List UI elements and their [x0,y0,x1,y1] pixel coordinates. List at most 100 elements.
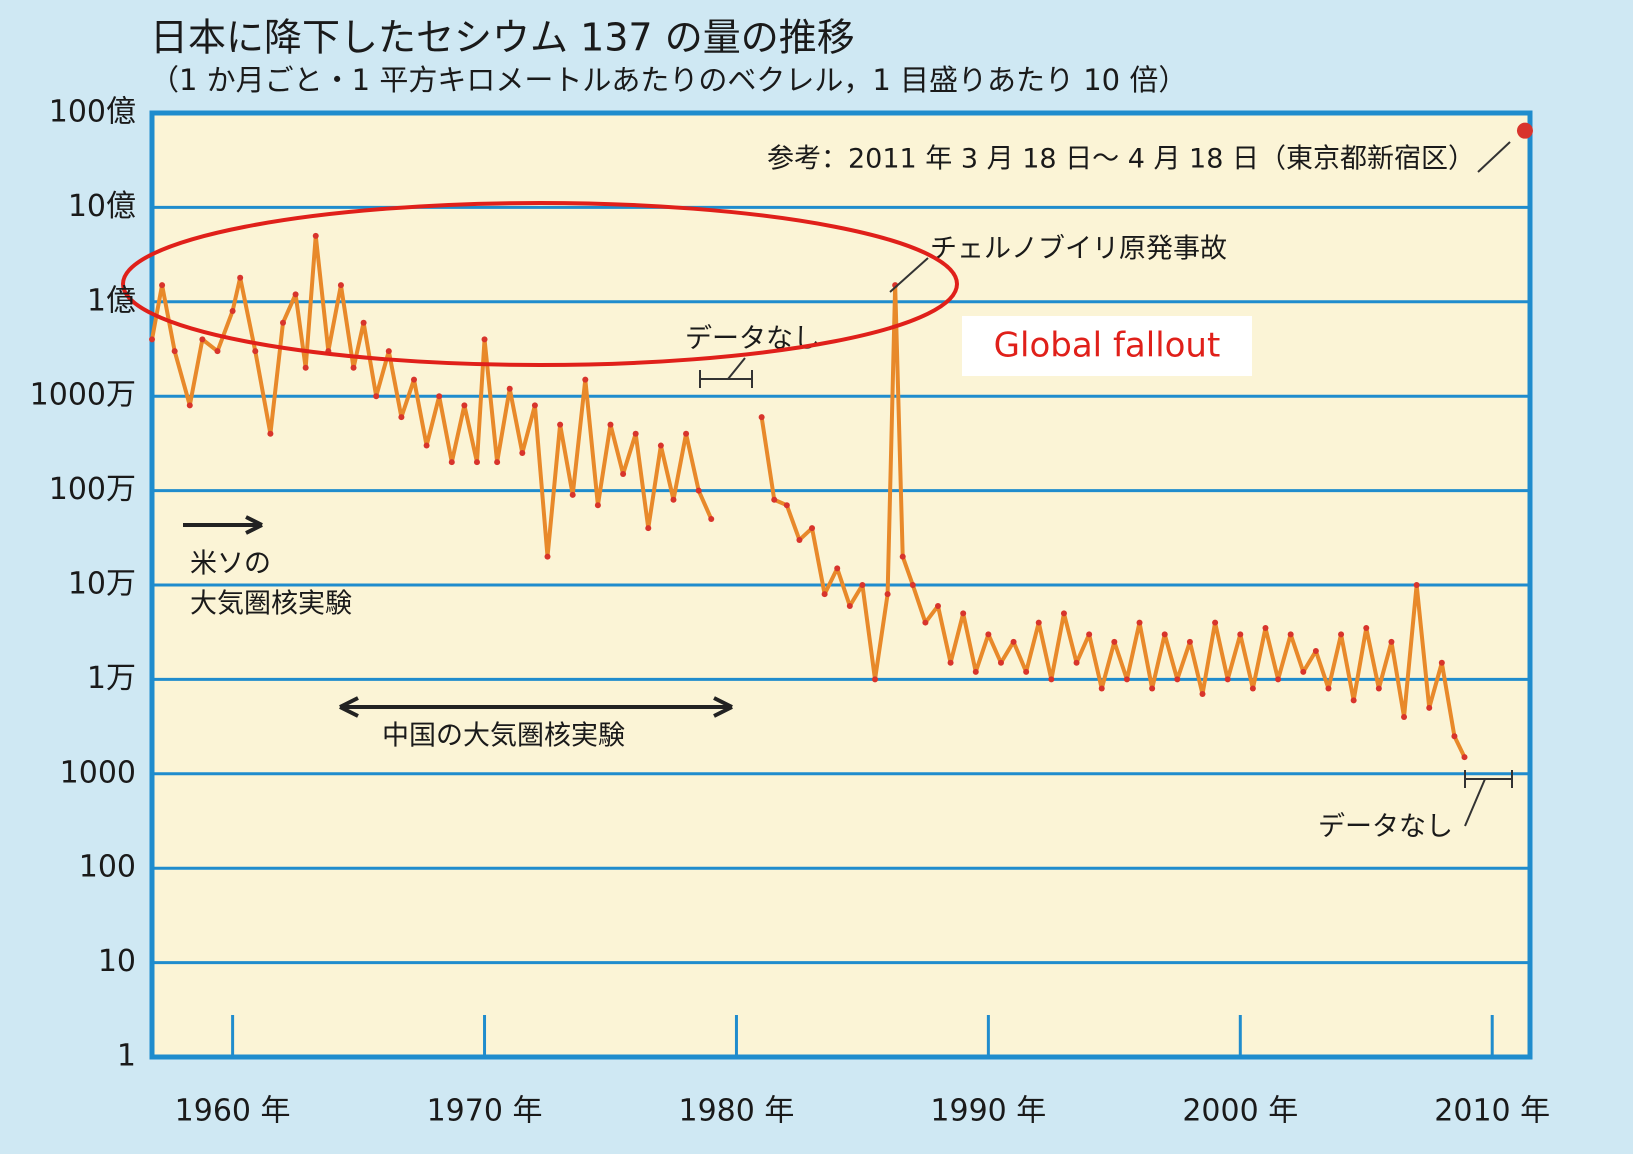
data-point [620,470,627,477]
data-point [337,282,344,289]
data-point [1275,676,1282,683]
annotation: 大気圏核実験 [190,589,352,620]
data-point [821,591,828,598]
x-tick-label: 2000 年 [1182,1094,1298,1129]
data-point [350,364,357,371]
label-box [962,316,1252,376]
annotation: データなし [1318,812,1453,843]
arrow [339,696,733,718]
x-tick-label: 1960 年 [175,1094,291,1129]
data-point [899,553,906,560]
data-point [1249,685,1256,692]
data-point [1237,631,1244,638]
data-point [1300,668,1307,675]
data-point [544,553,551,560]
data-point [758,414,765,421]
data-point [385,348,392,355]
y-tick-label: 1000 [60,755,136,790]
data-point [1174,676,1181,683]
data-point [947,659,954,666]
x-tick-label: 1990 年 [930,1094,1046,1129]
data-point [481,336,488,343]
y-tick-label: 10万 [68,567,136,602]
data-point [1413,582,1420,588]
data-point [199,336,206,343]
data-point [960,610,967,617]
data-point [1451,733,1458,740]
data-point [149,336,155,343]
data-point [771,496,778,503]
data-point [1287,631,1294,638]
data-point [279,319,286,326]
data-point [1388,638,1395,645]
data-point [214,348,221,355]
data-point [909,582,916,588]
marks [149,232,1468,761]
data-point [997,659,1004,666]
data-point [531,402,538,409]
data-point [1123,676,1130,683]
data-point [859,582,866,588]
data-point [1212,619,1219,626]
data-point [670,496,677,503]
data-point [607,421,614,428]
y-tick-label: 100万 [49,472,136,507]
leader [1477,141,1511,173]
data-point [1186,638,1193,645]
annotation: 参考：2011 年 3 月 18 日～ 4 月 18 日（東京都新宿区） [767,144,1475,175]
data-point [1350,697,1357,704]
y-tick-label: 1 [117,1039,136,1074]
annotation: 米ソの [190,549,271,580]
y-tick-label: 1000万 [30,378,136,413]
data-point [1312,647,1319,654]
chart-title: 日本に降下したセシウム 137 の量の推移 [150,16,855,60]
annotation: データなし [685,324,820,355]
y-tick-label: 100億 [49,95,136,130]
highlight-ellipse [121,201,959,367]
data-point [1086,631,1093,638]
data-point [1098,685,1105,692]
data-point [1401,713,1408,720]
gap-marker [699,357,753,388]
data-point [985,631,992,638]
data-point [1199,691,1206,698]
data-point [1010,638,1017,645]
data-point [1262,625,1269,632]
data-point [292,291,299,298]
data-point [519,450,526,457]
data-point [302,364,309,371]
data-point [1136,619,1143,626]
data-point [645,525,652,532]
data-point [1375,685,1382,692]
data-point [252,348,259,355]
data-point [834,565,841,572]
x-tick-label: 2010 年 [1434,1094,1550,1129]
data-point [1438,659,1445,666]
leader [889,257,929,293]
data-point [632,430,639,437]
data-point [473,459,480,466]
data-point [1426,704,1433,711]
data-point [461,402,468,409]
data-point [1023,668,1030,675]
gap-marker [1464,770,1513,827]
data-point [1035,619,1042,626]
data-point [594,502,601,509]
x-tick-label: 1970 年 [427,1094,543,1129]
data-point [557,421,564,428]
data-point [506,385,513,392]
annotation: Global fallout [994,326,1221,366]
data-point [695,487,702,494]
data-point [448,459,455,466]
series-line [150,233,1467,759]
data-point [1325,685,1332,692]
data-point [783,502,790,509]
data-point [1338,631,1345,638]
data-point [809,525,816,532]
data-point [1363,625,1370,632]
data-point [846,602,853,609]
annotation: 中国の大気圏核実験 [382,721,625,752]
data-point [884,591,891,598]
